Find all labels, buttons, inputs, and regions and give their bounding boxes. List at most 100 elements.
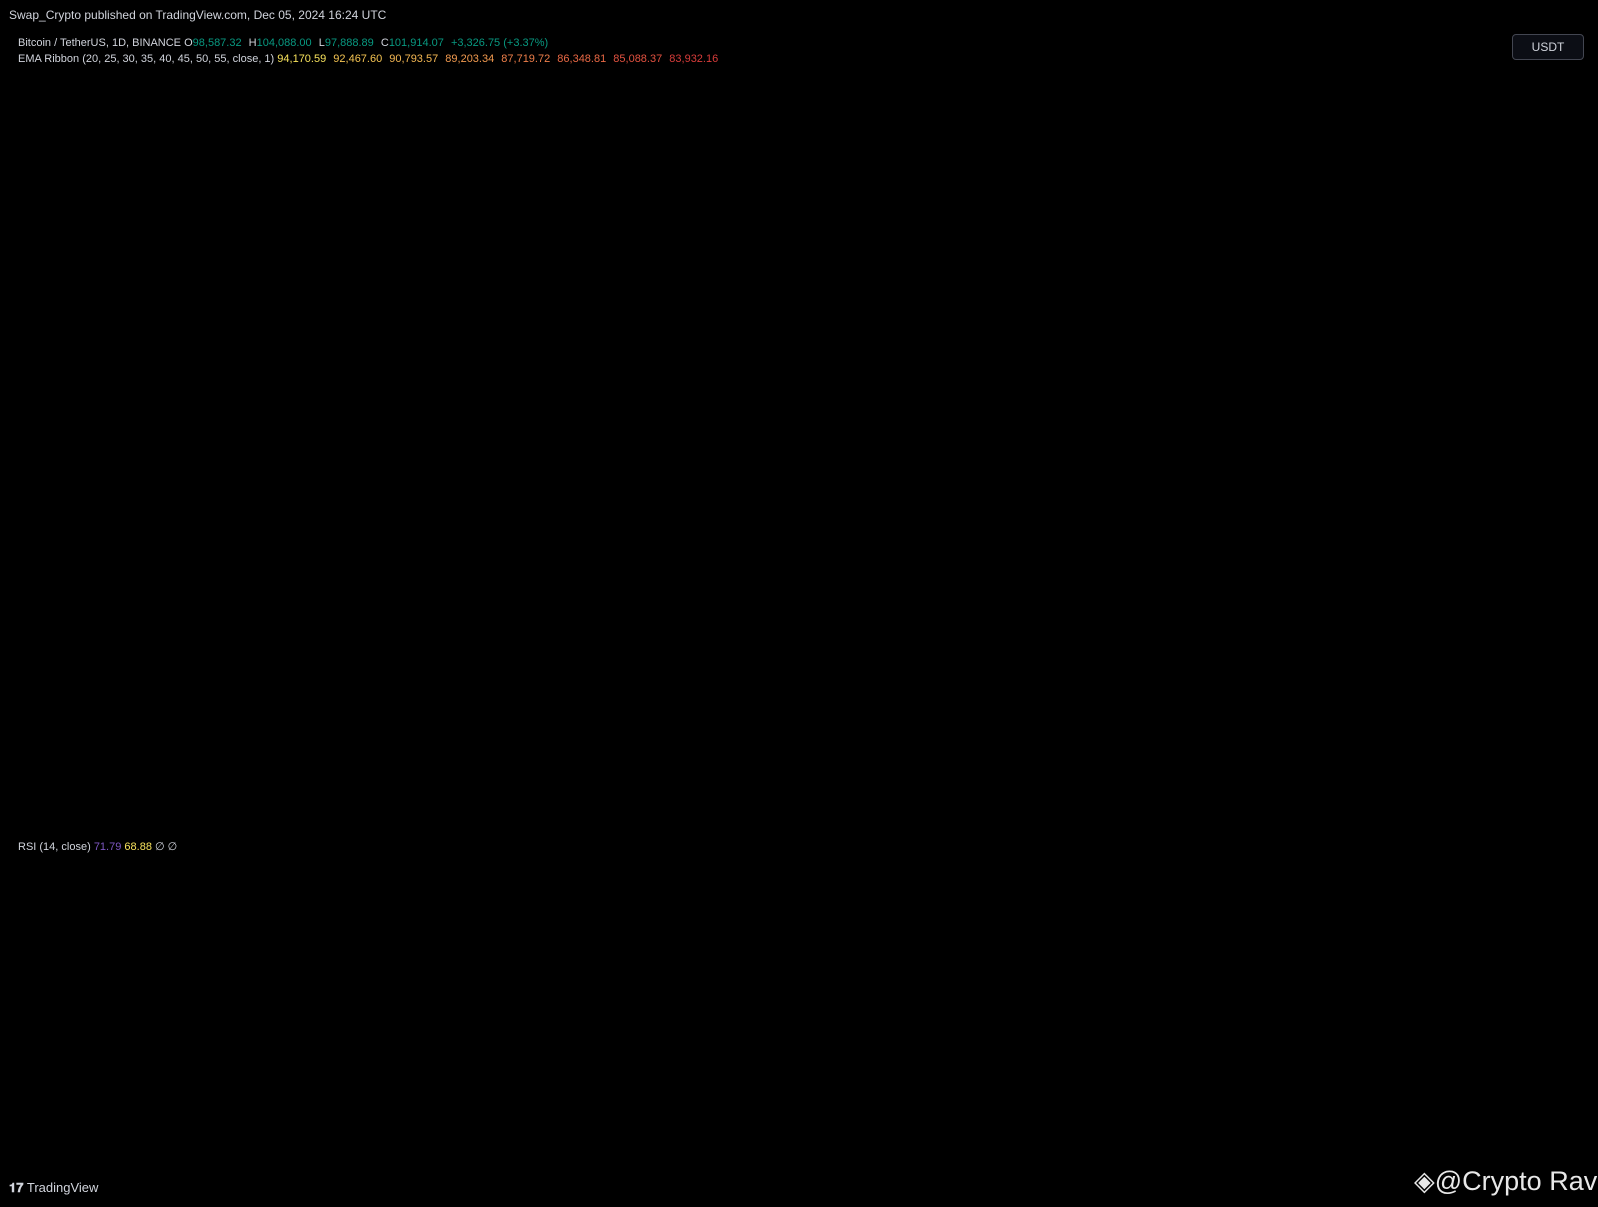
ema-legend-row: EMA Ribbon (20, 25, 30, 35, 40, 45, 50, …: [18, 51, 722, 67]
ema-value: 83,932.16: [669, 53, 719, 65]
ema-price-tag-bg: [1482, 425, 1556, 441]
candle: [156, 695, 162, 718]
candle: [767, 632, 773, 665]
price-tick-label: 76,000.00: [1510, 590, 1559, 602]
author-watermark: ◈@Crypto Rav: [1414, 1166, 1597, 1197]
candle: [339, 801, 344, 805]
long-position-tool[interactable]: [1069, 148, 1296, 443]
ema-value: 87,719.72: [501, 53, 551, 65]
high-value: 104,088.00: [256, 37, 312, 49]
candle: [969, 388, 974, 399]
ema-ribbon-label[interactable]: EMA Ribbon (20, 25, 30, 35, 40, 45, 50, …: [18, 53, 275, 65]
rsi-value: 71.79: [93, 841, 122, 853]
candle: [421, 809, 426, 817]
candle: [383, 819, 388, 821]
candle: [774, 632, 779, 640]
candle: [43, 787, 48, 795]
candle: [181, 684, 187, 702]
candle: [396, 822, 401, 825]
time-tick-label: Feb: [1388, 1151, 1409, 1165]
ema-line: [13, 430, 1011, 809]
rsi-label[interactable]: RSI (14, close): [18, 841, 91, 853]
candle: [169, 685, 174, 712]
price-tick-label: 144,000.00: [1510, 60, 1565, 72]
candle: [118, 707, 124, 727]
time-tick-label: 14: [1280, 1151, 1294, 1165]
price-tick-label: 128,000.00: [1510, 158, 1565, 170]
loss-zone: [1069, 377, 1296, 443]
candle: [881, 445, 886, 484]
ema-value: 90,793.57: [389, 53, 439, 65]
candle: [534, 717, 540, 730]
candle: [900, 438, 905, 447]
candle: [805, 670, 810, 680]
rsi-line: [14, 864, 1011, 1135]
price-tick-label: 120,000.00: [1510, 211, 1565, 223]
channel-line: [892, 395, 1091, 519]
candle: [912, 434, 918, 450]
candle: [87, 761, 92, 778]
open-label: O: [184, 37, 193, 49]
price-tick-label: 64,600.00: [1510, 725, 1559, 737]
main-legend: Bitcoin / TetherUS, 1D, BINANCE O98,587.…: [18, 35, 722, 67]
ema-value: 86,348.81: [557, 53, 607, 65]
rsi-tick-label: 30.00: [1514, 1083, 1542, 1095]
channel-line: [881, 330, 1073, 432]
channel-drawing[interactable]: [854, 330, 1091, 693]
candle: [887, 445, 892, 447]
candle: [226, 807, 231, 827]
candle: [679, 693, 684, 709]
ema-line: [13, 473, 1011, 799]
lightning-icon[interactable]: [1026, 807, 1048, 829]
symbol-name[interactable]: Bitcoin / TetherUS, 1D, BINANCE: [18, 37, 182, 49]
candle: [131, 691, 136, 711]
ema-line: [13, 445, 1011, 806]
candle: [748, 688, 754, 693]
rsi-ma-value: 68.88: [124, 841, 152, 853]
candle: [761, 664, 766, 688]
candle: [919, 417, 924, 435]
candle: [478, 745, 483, 754]
price-axis[interactable]: 144,000.00 136,000.00 128,000.00 120,000.00…: [1482, 60, 1565, 1137]
candle: [68, 793, 73, 816]
candle: [837, 588, 842, 595]
ema-price-tag-bg: [1482, 476, 1556, 492]
lightning-icon-ring: [1026, 807, 1048, 829]
candle: [975, 388, 981, 391]
candle: [937, 386, 943, 388]
candle: [755, 687, 760, 693]
candle: [314, 731, 319, 742]
currency-selector[interactable]: USDT: [1512, 34, 1584, 60]
high-label: H: [248, 37, 257, 49]
candle: [830, 588, 836, 597]
candle: [730, 696, 735, 702]
ema-line: [13, 459, 1011, 802]
candle: [780, 639, 785, 665]
candle: [402, 824, 407, 830]
candle: [509, 735, 514, 741]
low-value: 97,888.89: [324, 37, 374, 49]
last-price-tag-bg: [1482, 358, 1556, 374]
candle: [112, 721, 117, 727]
candle: [427, 809, 432, 820]
candle: [597, 764, 603, 783]
candle: [786, 661, 792, 665]
ema-price-tag-bg: [1482, 459, 1556, 475]
candle: [994, 391, 999, 403]
candle: [553, 779, 558, 781]
candle: [685, 693, 691, 696]
ema-price-tag-bg: [1482, 561, 1556, 577]
rsi-extra-value: ∅: [167, 841, 178, 853]
time-tick-label: 16: [530, 1151, 544, 1165]
candle: [963, 398, 968, 403]
price-tick-label: 62,100.00: [1510, 758, 1559, 770]
target-price-tag-bg: [1482, 140, 1556, 157]
candle: [591, 777, 596, 783]
candle: [389, 819, 395, 823]
candle: [276, 794, 281, 806]
ema-value: 92,467.60: [333, 53, 383, 65]
candle: [358, 815, 363, 820]
time-axis[interactable]: Jul 15 Aug 19 Sep 16 Oct 14 Nov 18 Dec 16 2025 14 Feb 1…: [54, 1151, 1487, 1165]
ema-price-tag: 90,793.57: [1494, 479, 1543, 491]
